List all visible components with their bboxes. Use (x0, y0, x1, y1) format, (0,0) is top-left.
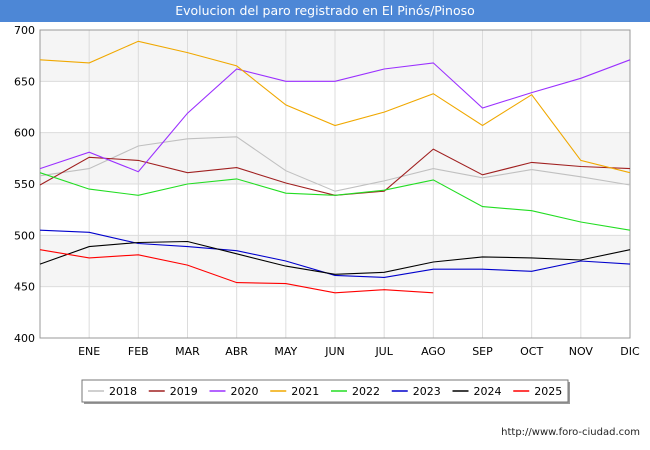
x-tick-label: MAY (274, 345, 297, 358)
legend-box (81, 379, 569, 403)
plot-border (39, 29, 631, 339)
series-line-2021 (39, 40, 631, 174)
series-line-2020 (39, 59, 631, 173)
x-tick-label: SEP (472, 345, 493, 358)
footer-url[interactable]: http://www.foro-ciudad.com (501, 427, 640, 438)
legend-label-2019: 2019 (170, 385, 198, 398)
legend-label-2025: 2025 (534, 385, 562, 398)
x-tick-label: MAR (175, 345, 200, 358)
series-line-2018 (39, 136, 631, 192)
x-tick-label: NOV (569, 345, 594, 358)
chart-title: Evolucion del paro registrado en El Pinó… (0, 0, 650, 22)
x-tick-label: ENE (78, 345, 100, 358)
y-tick-label: 700 (14, 24, 35, 37)
legend-label-2022: 2022 (352, 385, 380, 398)
y-tick-label: 450 (14, 281, 35, 294)
x-tick-label: ABR (225, 345, 248, 358)
x-tick-label: AGO (421, 345, 446, 358)
legend-label-2024: 2024 (474, 385, 502, 398)
y-tick-label: 550 (14, 178, 35, 191)
series-line-2024 (39, 240, 631, 275)
series-line-2023 (39, 229, 631, 278)
y-tick-label: 650 (14, 75, 35, 88)
legend-label-2018: 2018 (109, 385, 137, 398)
y-tick-label: 400 (14, 332, 35, 345)
y-tick-label: 500 (14, 229, 35, 242)
x-tick-label: OCT (520, 345, 543, 358)
series-line-2022 (39, 172, 631, 231)
legend-label-2020: 2020 (231, 385, 259, 398)
x-tick-label: DIC (620, 345, 640, 358)
x-tick-label: FEB (128, 345, 149, 358)
x-tick-label: JUN (324, 345, 345, 358)
legend-label-2021: 2021 (291, 385, 319, 398)
x-tick-label: JUL (374, 345, 393, 358)
series-line-2025 (39, 249, 434, 294)
y-tick-label: 600 (14, 127, 35, 140)
legend-label-2023: 2023 (413, 385, 441, 398)
